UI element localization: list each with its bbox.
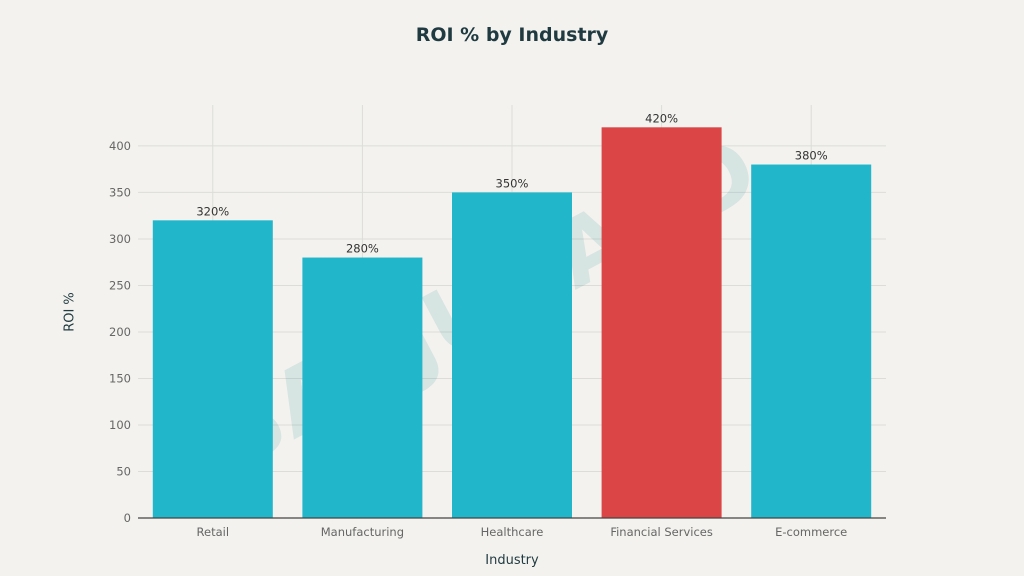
y-tick-label: 350	[109, 185, 131, 199]
x-axis-label: Industry	[485, 553, 539, 568]
data-label: 350%	[496, 176, 529, 190]
bar-financial-services	[601, 127, 722, 518]
data-label: 420%	[645, 111, 678, 125]
x-tick-label: Healthcare	[481, 525, 544, 539]
y-tick-label: 200	[109, 325, 131, 339]
y-tick-label: 100	[109, 418, 131, 432]
bar-healthcare	[452, 192, 572, 518]
x-tick-label: Manufacturing	[321, 525, 404, 539]
y-tick-label: 50	[116, 464, 131, 478]
x-tick-label: E-commerce	[775, 525, 847, 539]
x-tick-label: Financial Services	[610, 525, 713, 539]
data-label: 380%	[795, 149, 828, 163]
data-label: 320%	[196, 204, 229, 218]
y-tick-label: 150	[109, 371, 131, 385]
bar-retail	[152, 220, 273, 518]
y-tick-label: 0	[124, 511, 131, 525]
y-tick-label: 300	[109, 232, 131, 246]
y-tick-label: 400	[109, 139, 131, 153]
chart-title: ROI % by Industry	[415, 24, 609, 46]
data-label: 280%	[346, 242, 379, 256]
y-tick-label: 250	[109, 278, 131, 292]
bar-e-commerce	[751, 164, 872, 518]
x-tick-label: Retail	[197, 525, 230, 539]
bar-manufacturing	[302, 257, 423, 518]
